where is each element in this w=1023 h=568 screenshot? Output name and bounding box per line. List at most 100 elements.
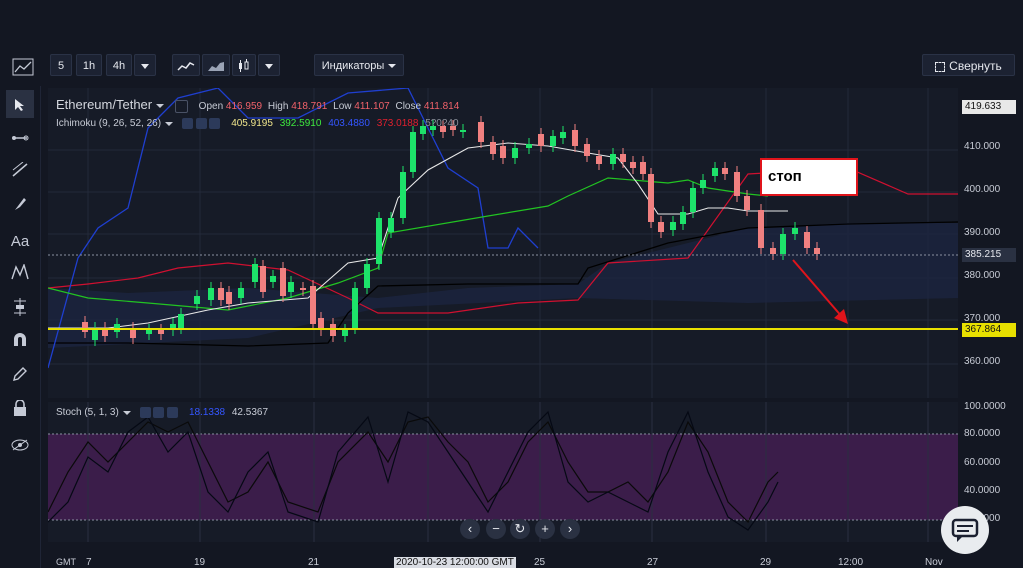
low-label: Low	[333, 101, 352, 112]
candle-body	[572, 130, 578, 146]
settings-icon[interactable]	[174, 99, 188, 113]
candle-body	[712, 168, 718, 176]
candle-body	[364, 264, 370, 288]
stop-annotation-box[interactable]: стоп	[760, 158, 858, 196]
candle-body	[640, 162, 646, 174]
stoch-dropdown-icon[interactable]	[119, 407, 131, 418]
stochastic-pane[interactable]	[48, 402, 958, 542]
candle-body	[82, 322, 88, 332]
candle-body	[226, 292, 232, 304]
candle-body	[92, 328, 98, 340]
open-value: 416.959	[225, 101, 263, 112]
price-tick: 360.000	[964, 356, 1001, 367]
interval-dropdown-button[interactable]	[134, 54, 156, 76]
close-icon[interactable]	[209, 118, 221, 129]
senkou-b-line	[48, 221, 958, 347]
candle-body	[490, 142, 496, 154]
time-tick: 7	[86, 557, 92, 568]
candle-body	[620, 154, 626, 162]
last-price-tag: 385.215	[962, 248, 1016, 262]
zoom-out-button[interactable]: −	[486, 519, 506, 539]
trend-line-tool-icon[interactable]	[10, 128, 30, 148]
candle-body	[238, 288, 244, 298]
eye-icon[interactable]	[139, 407, 151, 418]
line-study-icon[interactable]	[12, 58, 34, 76]
candle-body	[352, 288, 358, 328]
candle-body	[610, 154, 616, 164]
candle-body	[630, 162, 636, 168]
cursor-tool-icon[interactable]	[6, 90, 34, 118]
line-chart-icon	[177, 62, 195, 71]
level-price-tag: 367.864	[962, 323, 1016, 337]
chikou-line	[48, 88, 539, 369]
close-label: Close	[395, 101, 422, 112]
measure-tool-icon[interactable]	[10, 298, 30, 318]
price-tick: 410.000	[964, 141, 1001, 152]
candle-body	[722, 168, 728, 174]
stoch-k-line	[48, 410, 779, 531]
low-value: 411.107	[354, 101, 390, 112]
candles-chart-button[interactable]	[232, 54, 256, 76]
chat-icon	[951, 518, 979, 542]
osc-tick: 100.0000	[964, 401, 1006, 412]
scroll-left-button[interactable]: ‹	[460, 519, 480, 539]
candle-body	[770, 248, 776, 254]
close-icon[interactable]	[167, 407, 179, 418]
price-axis[interactable]: 410.000 400.000 390.000 380.000 370.000 …	[958, 88, 1023, 548]
candle-body	[690, 188, 696, 212]
gear-icon[interactable]	[195, 118, 207, 129]
candle-body	[400, 172, 406, 218]
interval-1h-button[interactable]: 1h	[76, 54, 102, 76]
line-chart-button[interactable]	[172, 54, 200, 76]
time-tick: 25	[534, 557, 546, 568]
stoch-d-line	[48, 416, 779, 524]
fib-tool-icon[interactable]	[10, 161, 30, 182]
candle-body	[814, 248, 820, 254]
candle-body	[342, 330, 348, 336]
text-tool-icon[interactable]: Aa	[10, 233, 30, 250]
pattern-tool-icon[interactable]	[10, 262, 30, 284]
candle-body	[310, 286, 316, 324]
stoch-overbought-band	[48, 434, 958, 520]
ichimoku-name[interactable]: Ichimoku (9, 26, 52, 26)	[56, 118, 162, 130]
indicators-dropdown-button[interactable]: Индикаторы	[314, 54, 404, 76]
scroll-right-button[interactable]: ›	[560, 519, 580, 539]
stoch-name[interactable]: Stoch (5, 1, 3)	[56, 407, 119, 419]
down-arrow-head	[834, 309, 848, 324]
reset-chart-button[interactable]: ↻	[510, 519, 530, 539]
candle-body	[300, 288, 306, 290]
interval-4h-button[interactable]: 4h	[106, 54, 132, 76]
symbol-dropdown-icon[interactable]	[152, 101, 164, 112]
collapse-button[interactable]: Свернуть	[922, 54, 1015, 76]
symbol-name[interactable]: Ethereum/Tether	[56, 97, 153, 112]
magnet-tool-icon[interactable]	[10, 332, 30, 352]
candle-body	[130, 328, 136, 338]
candle-body	[270, 276, 276, 282]
ichimoku-cloud	[48, 223, 958, 348]
current-price-tag: 419.633	[962, 100, 1016, 114]
hide-drawings-icon[interactable]	[10, 436, 30, 456]
ichimoku-dropdown-icon[interactable]	[161, 118, 173, 129]
osc-tick: 80.0000	[964, 428, 1001, 439]
candle-body	[792, 228, 798, 234]
price-chart-pane[interactable]	[48, 88, 958, 398]
stoch-legend: Stoch (5, 1, 3) 18.1338 42.5367	[56, 407, 268, 418]
zoom-in-button[interactable]: +	[535, 519, 555, 539]
kijun-line	[48, 177, 769, 311]
ich-senkou-b-value: 5?0?40	[425, 118, 459, 130]
brush-tool-icon[interactable]	[10, 196, 30, 216]
chat-button[interactable]	[941, 506, 989, 554]
candle-body	[102, 328, 108, 336]
candle-body	[410, 132, 416, 172]
candle-body	[560, 132, 566, 138]
candle-body	[376, 218, 382, 264]
price-chart-canvas	[48, 88, 958, 398]
gear-icon[interactable]	[153, 407, 165, 418]
interval-5-button[interactable]: 5	[50, 54, 72, 76]
area-chart-button[interactable]	[202, 54, 230, 76]
chart-type-dropdown-button[interactable]	[258, 54, 280, 76]
eye-icon[interactable]	[181, 118, 193, 129]
candle-body	[440, 126, 446, 132]
pencil-tool-icon[interactable]	[10, 366, 30, 386]
lock-icon[interactable]	[10, 399, 30, 420]
